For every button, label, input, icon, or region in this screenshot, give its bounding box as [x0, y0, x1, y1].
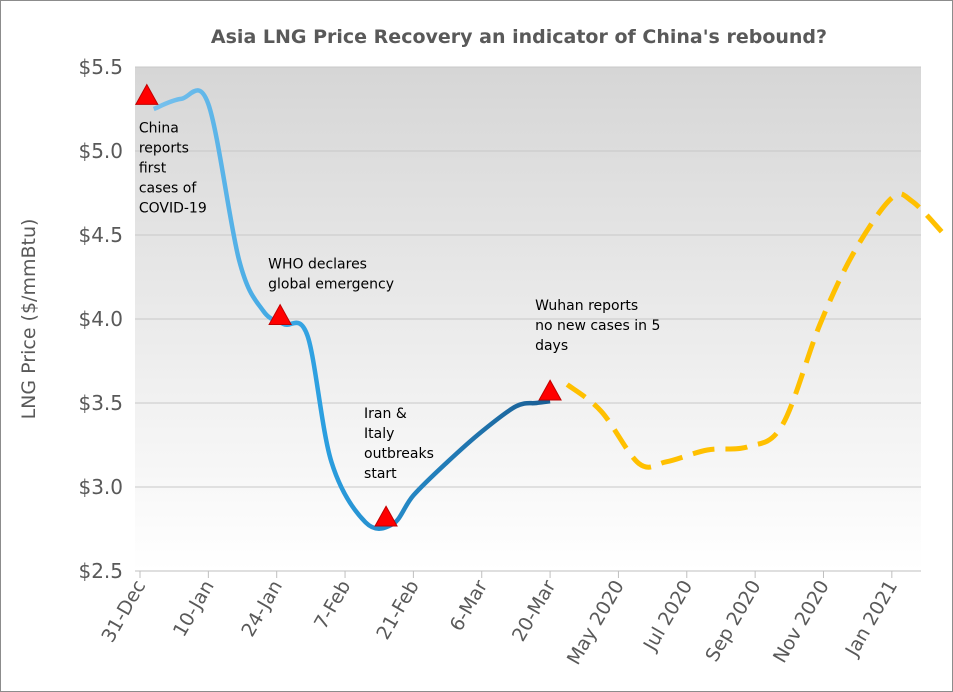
x-tick-label: 21-Feb: [372, 577, 423, 644]
event-marker: [538, 379, 562, 401]
y-tick-label: $4.5: [78, 223, 123, 247]
y-tick-label: $2.5: [78, 559, 123, 583]
x-tick-label: Jan 2021: [841, 577, 902, 661]
x-tick-label: 31-Dec: [97, 577, 150, 647]
y-tick-label: $3.5: [78, 391, 123, 415]
event-annotation: China reports first cases of COVID-19: [139, 121, 207, 217]
event-annotation-line: China: [139, 121, 179, 137]
x-tick-label: Sep 2020: [701, 577, 765, 666]
y-tick-label: $5.5: [78, 55, 123, 79]
event-annotation-line: reports: [139, 141, 189, 157]
x-tick-label: Nov 2020: [769, 577, 834, 667]
x-tick-label: 6-Mar: [446, 576, 493, 635]
x-tick-label: 7-Feb: [310, 577, 355, 634]
event-annotation-line: start: [364, 466, 397, 482]
forecast-series-line: [565, 191, 945, 470]
event-marker: [374, 505, 398, 527]
x-tick-label: 10-Jan: [169, 577, 219, 641]
event-annotation: WHO declares global emergency: [268, 257, 394, 293]
y-tick-label: $5.0: [78, 139, 123, 163]
event-annotation-line: outbreaks: [364, 446, 434, 462]
actual-series-line: [152, 88, 551, 531]
event-annotation-line: WHO declares: [268, 257, 367, 273]
event-annotation-line: first: [139, 161, 167, 177]
y-tick-label: $3.0: [78, 475, 123, 499]
x-tick-label: 24-Jan: [237, 577, 287, 641]
event-annotation-line: cases of: [139, 181, 197, 197]
event-marker: [268, 303, 292, 325]
event-annotation-line: global emergency: [268, 277, 394, 293]
event-marker: [134, 83, 159, 105]
x-tick-label: Jul 2020: [639, 577, 697, 656]
event-annotation: Wuhan reports no new cases in 5 days: [535, 298, 660, 354]
x-tick-label: May 2020: [563, 577, 629, 669]
event-annotation: Iran & Italy outbreaks start: [364, 406, 434, 482]
event-annotation-line: COVID-19: [139, 201, 207, 217]
event-annotation-line: Italy: [364, 426, 394, 442]
x-tick-label: 20-Mar: [508, 576, 561, 645]
y-axis-label: LNG Price ($/mmBtu): [18, 219, 40, 420]
event-annotation-line: Iran &: [364, 406, 407, 422]
event-annotation-line: days: [535, 338, 568, 354]
event-annotation-line: no new cases in 5: [535, 318, 660, 334]
event-annotation-line: Wuhan reports: [535, 298, 638, 314]
y-tick-label: $4.0: [78, 307, 123, 331]
chart-title: Asia LNG Price Recovery an indicator of …: [211, 26, 827, 48]
